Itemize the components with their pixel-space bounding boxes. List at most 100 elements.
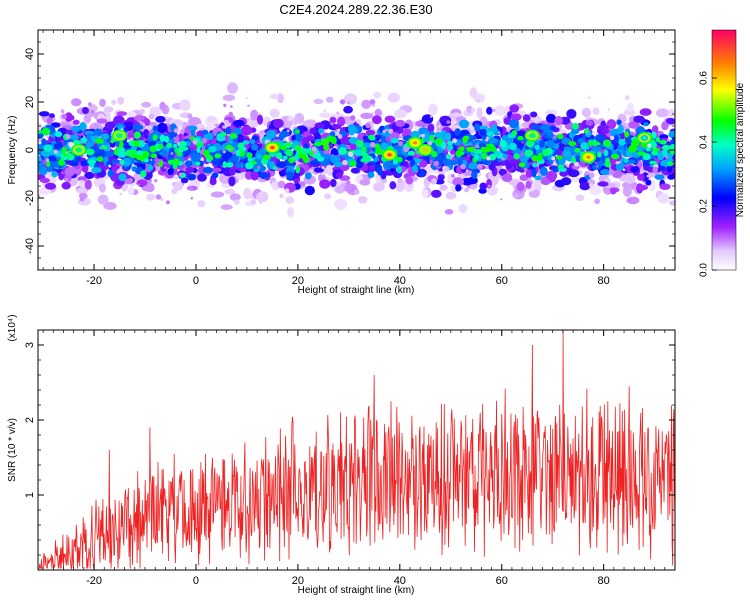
spectrogram-cell xyxy=(229,193,241,201)
spectrogram-cell xyxy=(487,184,491,188)
spectrogram-cell xyxy=(340,136,351,145)
spectrogram-cell xyxy=(208,145,217,153)
spectrogram-cell xyxy=(237,134,245,143)
spectrogram-cell xyxy=(235,149,242,157)
spectrogram-cell xyxy=(474,123,480,132)
spectrogram-cell xyxy=(164,166,167,169)
spectrogram-cell xyxy=(615,163,624,171)
spectrogram-cell xyxy=(124,178,131,185)
spectrogram-cell xyxy=(332,124,342,130)
spectrogram-cell xyxy=(228,176,236,187)
spectrogram-cell xyxy=(419,169,425,178)
spectrogram-cell xyxy=(192,139,198,145)
spectrogram-cell xyxy=(444,209,454,215)
spectrogram-cell xyxy=(48,155,58,163)
spectrogram-cell xyxy=(660,159,670,168)
spectrogram-cell xyxy=(58,159,65,166)
spectrogram-cell xyxy=(566,109,577,119)
x-tick-label: -20 xyxy=(86,575,102,587)
spectrogram-cell xyxy=(210,167,222,173)
spectrogram-cell xyxy=(555,155,563,160)
spectrogram-cell xyxy=(256,153,263,160)
spectrogram-cell xyxy=(486,131,494,137)
spectrogram-cell xyxy=(136,150,143,157)
spectrogram-cell xyxy=(377,166,383,176)
spectrogram-cell xyxy=(592,107,600,116)
spectrogram-cell xyxy=(597,181,609,187)
colorbar-label: Normalized spectral amplitude xyxy=(735,82,746,217)
spectrogram-cell xyxy=(94,123,99,128)
spectrogram-cell xyxy=(184,160,193,168)
spectrogram-cell xyxy=(157,143,164,149)
spectrogram-cell xyxy=(434,131,443,139)
spectrogram-cell xyxy=(375,147,383,156)
y-tick-label: 3 xyxy=(24,342,36,348)
snr-ylabel: SNR (10 * v/v) xyxy=(7,418,18,482)
spectrogram-cell xyxy=(66,153,75,161)
spectrogram-cell xyxy=(159,101,166,111)
spectrogram-cell xyxy=(392,159,399,165)
spectrogram-cell xyxy=(220,131,227,137)
spectrogram-cell xyxy=(313,141,323,147)
spectrogram-cell xyxy=(71,98,82,107)
spectrogram-cell xyxy=(241,146,247,152)
spectrogram-panel: -20 0 20 40 60 80 -40 -20 0 20 40 Height of straig… xyxy=(7,29,676,296)
spectrogram-cell xyxy=(435,179,445,185)
spectrogram-cell xyxy=(397,141,404,147)
spectrogram-cell xyxy=(607,108,611,112)
spectrogram-cell xyxy=(136,179,148,187)
spectrogram-cell xyxy=(486,178,492,189)
spectrogram-cell xyxy=(486,106,493,115)
spectrogram-cell xyxy=(38,130,42,134)
spectrogram-cells xyxy=(38,82,675,218)
spectrogram-cell xyxy=(357,133,365,141)
spectrogram-cell xyxy=(659,183,671,190)
spectrogram-cell xyxy=(618,138,626,146)
spectrogram-cell xyxy=(445,191,457,200)
spectrogram-cell xyxy=(230,105,233,108)
x-tick-label: -20 xyxy=(86,275,102,287)
spectrogram-cell xyxy=(214,153,222,159)
spectrogram-cell xyxy=(389,181,397,190)
spectrogram-cell xyxy=(48,113,55,119)
spectrogram-cell xyxy=(348,151,354,157)
spectrogram-cell xyxy=(558,167,567,172)
spectrogram-cell xyxy=(330,178,337,188)
spectrogram-cell xyxy=(202,129,209,135)
spectrogram-cell xyxy=(574,147,581,153)
spectrogram-hotspot xyxy=(117,134,122,138)
spectrogram-cell xyxy=(601,128,610,134)
spectrogram-cell xyxy=(80,137,88,144)
spectrogram-cell xyxy=(171,188,178,195)
spectrogram-cell xyxy=(269,108,280,118)
spectrogram-cell xyxy=(321,166,325,170)
spectrogram-cell xyxy=(97,156,104,162)
spectrogram-cell xyxy=(524,149,534,157)
spectrogram-cell xyxy=(368,135,376,141)
spectrogram-cell xyxy=(501,157,505,161)
spectrogram-cell xyxy=(94,152,100,158)
spectrogram-cell xyxy=(591,141,601,146)
spectrogram-cell xyxy=(71,125,80,133)
spectrogram-cell xyxy=(45,158,50,162)
spectrogram-cell xyxy=(616,119,622,125)
spectrogram-cell xyxy=(180,177,189,184)
spectrogram-cell xyxy=(647,143,652,148)
spectrogram-cell xyxy=(355,139,364,148)
spectrogram-cell xyxy=(539,139,546,148)
spectrogram-cell xyxy=(127,186,135,196)
spectrogram-cell xyxy=(75,187,89,194)
spectrogram-cell xyxy=(350,167,360,174)
spectrogram-cell xyxy=(597,151,602,158)
snr-series-line xyxy=(38,330,675,570)
spectrogram-cell xyxy=(380,135,386,144)
spectrogram-cell xyxy=(384,115,396,123)
spectrogram-cell xyxy=(557,133,564,140)
spectrogram-cell xyxy=(77,176,87,182)
spectrogram-cell xyxy=(405,176,414,185)
spectrogram-cell xyxy=(514,194,519,198)
spectrogram-cell xyxy=(134,115,145,122)
spectrogram-cell xyxy=(487,137,499,144)
spectrogram-cell xyxy=(118,173,127,182)
